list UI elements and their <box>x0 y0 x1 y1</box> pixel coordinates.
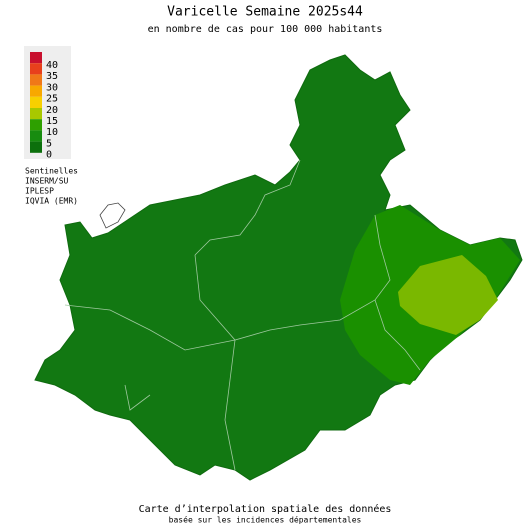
footer-subtitle: basée sur les incidences départementales <box>169 515 362 525</box>
enclave <box>99 202 126 229</box>
legend-label: 0 <box>46 150 52 161</box>
legend-swatch <box>30 74 42 86</box>
source-line: Sentinelles <box>25 167 78 176</box>
footer-title: Carte d’interpolation spatiale des donné… <box>139 503 392 515</box>
legend-label: 35 <box>46 71 58 82</box>
zone-10-15 <box>398 255 498 335</box>
legend-swatch <box>30 119 42 131</box>
legend-swatch <box>30 130 42 142</box>
legend-label: 30 <box>46 82 58 93</box>
title: Varicelle Semaine 2025s44 <box>167 5 363 20</box>
legend-swatch <box>30 96 42 108</box>
legend-swatch <box>30 108 42 120</box>
map <box>34 54 523 481</box>
legend-swatch <box>30 63 42 75</box>
legend-label: 15 <box>46 116 58 127</box>
source-line: IPLESP <box>25 187 54 196</box>
source-line: INSERM/SU <box>25 177 69 186</box>
source-line: IQVIA (EMR) <box>25 197 78 206</box>
legend-label: 40 <box>46 60 58 71</box>
legend-label: 20 <box>46 105 58 116</box>
subtitle: en nombre de cas pour 100 000 habitants <box>148 24 383 35</box>
legend-label: 10 <box>46 127 58 138</box>
department-borders <box>64 159 421 471</box>
legend-label: 5 <box>46 138 52 149</box>
legend-swatch <box>30 52 42 64</box>
legend-swatch <box>30 141 42 153</box>
legend-label: 25 <box>46 94 58 105</box>
legend-swatch <box>30 85 42 97</box>
